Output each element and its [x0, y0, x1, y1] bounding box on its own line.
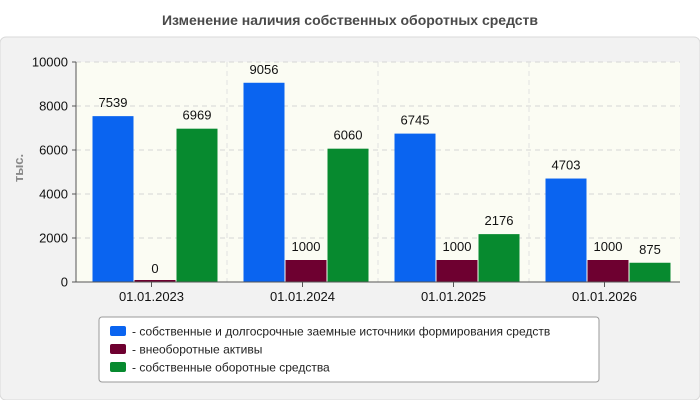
y-tick-label: 0: [61, 275, 68, 290]
legend-swatch: [110, 344, 126, 354]
data-label: 1000: [443, 239, 472, 254]
x-tick-label: 01.01.2026: [572, 289, 637, 304]
bar: [545, 178, 587, 282]
chart-title: Изменение наличия собственных оборотных …: [162, 12, 538, 28]
bar: [436, 260, 478, 282]
x-tick-label: 01.01.2024: [270, 289, 335, 304]
bar: [629, 262, 671, 282]
value-labels: 7539 0 6969 9056 1000 6060 6745 1000 2176 4703 100…: [99, 62, 661, 276]
legend-label: - собственные оборотные средства: [132, 361, 330, 375]
bar: [587, 260, 629, 282]
bars: [92, 82, 671, 282]
legend-box: [98, 316, 600, 383]
data-label: 6969: [183, 108, 212, 123]
bar: [394, 133, 436, 282]
y-axis-label: тыс.: [11, 154, 26, 182]
bar: [92, 116, 134, 282]
bar: [285, 260, 327, 282]
bar: [243, 82, 285, 282]
data-label: 7539: [99, 95, 128, 110]
data-label: 875: [639, 242, 661, 257]
legend: - собственные и долгосрочные заемные ист…: [98, 316, 600, 383]
data-label: 2176: [485, 213, 514, 228]
data-label: 0: [151, 261, 158, 276]
y-axis-ticks: 0 2000 4000 6000 8000 10000: [32, 55, 76, 290]
data-label: 4703: [552, 158, 581, 173]
y-tick-label: 6000: [39, 143, 68, 158]
data-label: 1000: [594, 239, 623, 254]
bar: [134, 280, 176, 282]
y-tick-label: 2000: [39, 231, 68, 246]
x-tick-label: 01.01.2023: [119, 289, 184, 304]
y-tick-label: 4000: [39, 187, 68, 202]
y-tick-label: 10000: [32, 55, 68, 70]
bar: [176, 128, 218, 282]
data-label: 1000: [292, 239, 321, 254]
data-label: 6060: [334, 128, 363, 143]
y-tick-label: 8000: [39, 99, 68, 114]
data-label: 6745: [401, 113, 430, 128]
legend-swatch: [110, 362, 126, 372]
bar: [327, 148, 369, 282]
legend-swatch: [110, 326, 126, 336]
bar: [478, 234, 520, 282]
legend-label: - внеоборотные активы: [132, 343, 262, 357]
data-label: 9056: [250, 62, 279, 77]
legend-label: - собственные и долгосрочные заемные ист…: [132, 325, 550, 339]
x-tick-label: 01.01.2025: [421, 289, 486, 304]
x-axis-ticks: 01.01.2023 01.01.2024 01.01.2025 01.01.2026: [119, 282, 637, 304]
